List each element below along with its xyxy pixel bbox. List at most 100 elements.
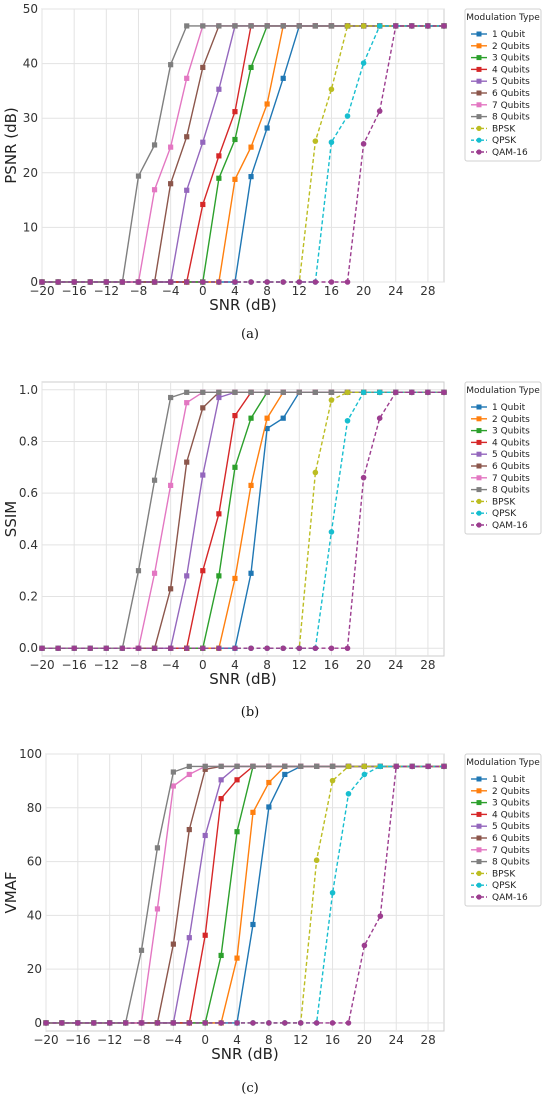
legend-marker (477, 43, 482, 48)
data-point (281, 416, 286, 421)
data-point (281, 390, 286, 395)
legend-label: 3 Qubits (492, 799, 530, 809)
legend-label: 8 Qubits (492, 858, 530, 868)
data-point (187, 935, 192, 940)
x-tick-label: 28 (420, 284, 435, 298)
data-point (329, 645, 335, 651)
legend-marker (477, 114, 482, 119)
data-point (266, 1020, 272, 1026)
x-axis-label: SNR (dB) (209, 670, 276, 688)
data-point (104, 279, 110, 285)
data-point (345, 645, 351, 651)
data-point (361, 390, 367, 396)
x-tick-label: 12 (292, 658, 307, 672)
data-point (184, 134, 189, 139)
x-tick-label: −4 (162, 658, 180, 672)
data-point (280, 645, 286, 651)
legend-marker (477, 464, 482, 469)
data-point (266, 804, 271, 809)
data-point (298, 764, 303, 769)
data-point (250, 764, 255, 769)
legend: Modulation Type 1 Qubit 2 Qubits 3 Qubits4 … (465, 754, 541, 906)
x-tick-label: −20 (29, 658, 54, 672)
plot-area (42, 382, 444, 656)
legend-marker (477, 91, 482, 96)
data-point (248, 279, 254, 285)
data-point (362, 764, 368, 770)
data-point (168, 62, 173, 67)
data-point (200, 645, 206, 651)
y-tick-label: 30 (23, 111, 38, 125)
data-point (155, 906, 160, 911)
data-point (313, 470, 319, 476)
data-point (91, 1020, 97, 1026)
data-point (186, 1020, 192, 1026)
data-point (139, 948, 144, 953)
data-point (200, 140, 205, 145)
data-point (152, 187, 157, 192)
legend-label: 7 Qubits (492, 846, 530, 856)
x-tick-label: 16 (324, 658, 339, 672)
legend-marker (477, 836, 482, 841)
data-point (377, 390, 383, 396)
legend-label: 5 Qubits (492, 77, 530, 87)
data-point (248, 65, 253, 70)
figure-caption: (b) (241, 705, 259, 720)
data-point (87, 279, 93, 285)
data-point (152, 645, 158, 651)
y-axis-label: SSIM (2, 501, 20, 537)
y-tick-label: 100 (19, 747, 42, 761)
data-point (313, 23, 318, 28)
data-point (361, 475, 367, 481)
data-point (155, 845, 160, 850)
data-point (232, 177, 237, 182)
legend-label: BPSK (492, 124, 516, 134)
legend-label: 1 Qubit (492, 403, 526, 413)
figure-caption: (a) (241, 327, 259, 342)
y-tick-label: 50 (23, 2, 38, 16)
data-point (362, 772, 368, 778)
data-point (234, 956, 239, 961)
legend-label: 3 Qubits (492, 54, 530, 64)
data-point (39, 279, 45, 285)
data-point (187, 772, 192, 777)
data-point (377, 108, 383, 114)
x-tick-label: 12 (293, 1033, 308, 1047)
data-point (250, 1020, 256, 1026)
x-tick-label: 24 (389, 1033, 404, 1047)
data-point (75, 1020, 81, 1026)
data-point (281, 23, 286, 28)
data-point (248, 390, 253, 395)
data-point (187, 827, 192, 832)
legend-marker (477, 777, 482, 782)
data-point (330, 890, 336, 896)
data-point (282, 764, 287, 769)
legend-marker (477, 475, 482, 480)
data-point (200, 568, 205, 573)
data-point (152, 279, 158, 285)
data-point (313, 138, 319, 144)
data-point (234, 764, 239, 769)
data-point (104, 645, 110, 651)
data-point (441, 23, 447, 29)
data-point (329, 23, 334, 28)
x-tick-label: −12 (97, 1033, 122, 1047)
data-point (203, 933, 208, 938)
legend-label: 6 Qubits (492, 89, 530, 99)
figure-caption: (c) (241, 1081, 258, 1096)
legend-marker (477, 67, 482, 72)
data-point (297, 23, 302, 28)
data-point (329, 390, 334, 395)
data-point (313, 390, 318, 395)
x-tick-label: 24 (388, 658, 403, 672)
legend-marker (476, 511, 481, 516)
legend-label: 5 Qubits (492, 450, 530, 460)
data-point (55, 279, 61, 285)
legend-marker (477, 452, 482, 457)
data-point (184, 645, 190, 651)
x-tick-label: −4 (162, 284, 180, 298)
data-point (123, 1020, 129, 1026)
data-point (203, 764, 208, 769)
data-point (200, 472, 205, 477)
data-point (43, 1020, 49, 1026)
